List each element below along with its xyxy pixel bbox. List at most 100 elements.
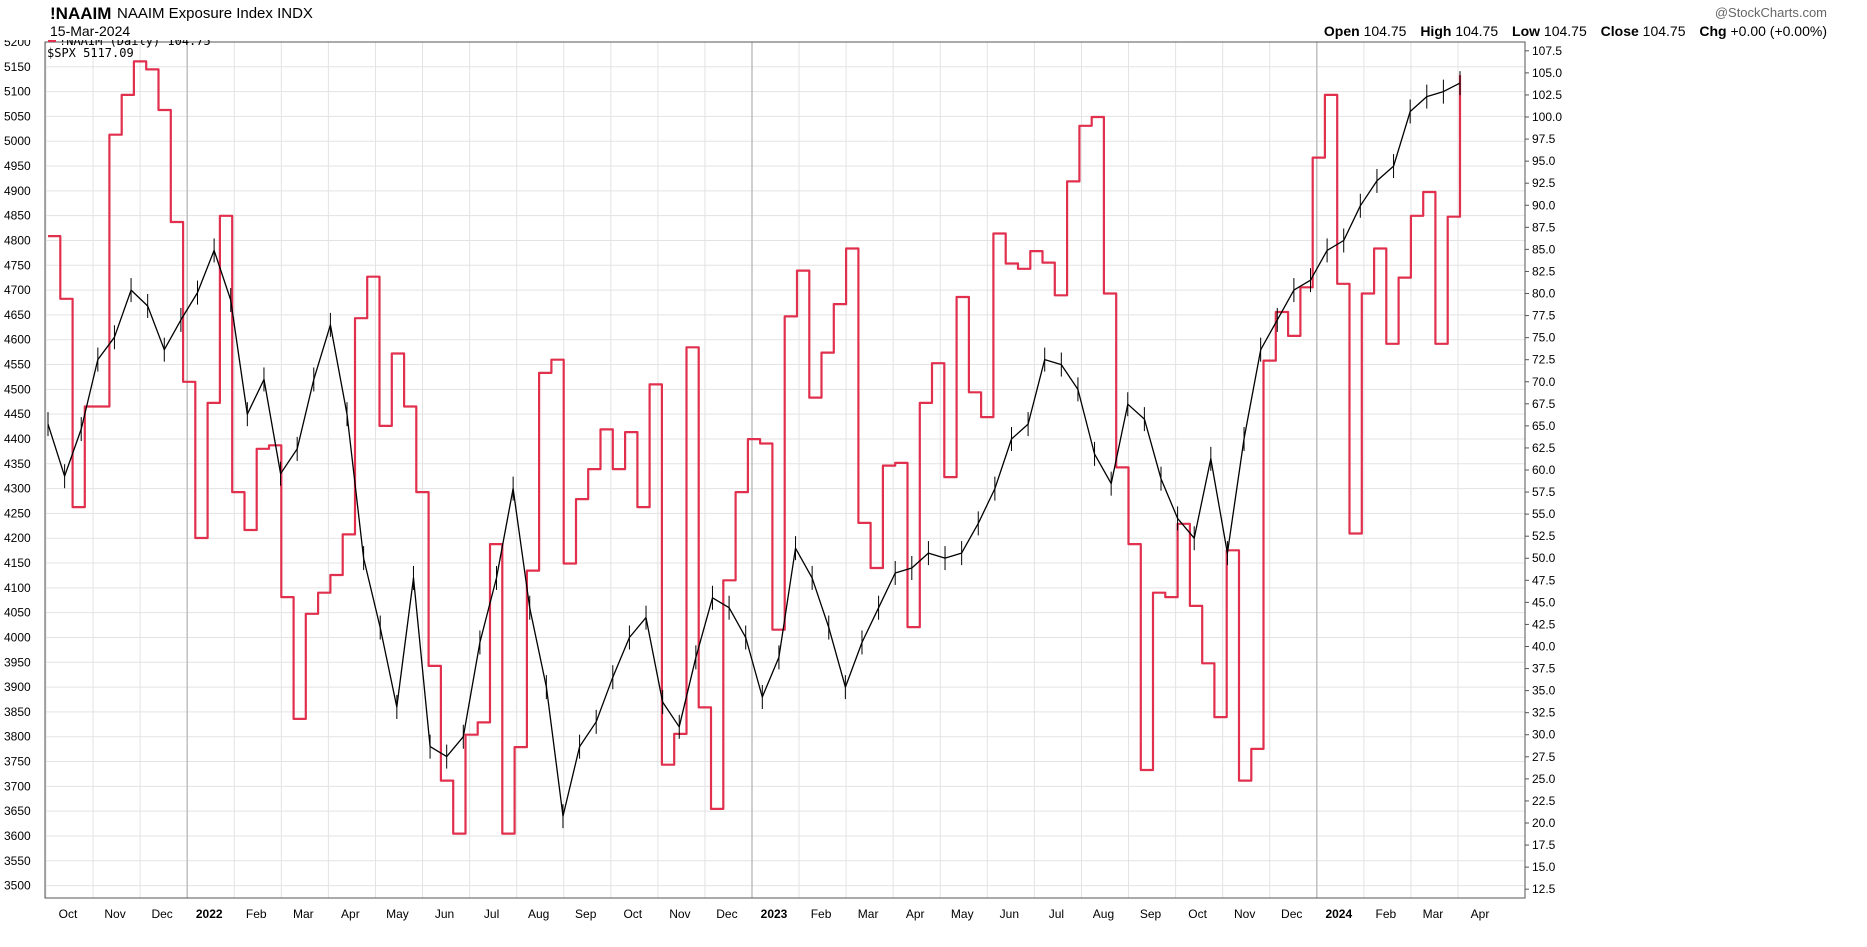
right-tick-label: 87.5: [1532, 220, 1556, 234]
left-tick-label: 4900: [4, 184, 31, 198]
left-axis: 3500 3550 3600 3650 3700 3750 3800 3850 3900 3950…: [4, 40, 31, 893]
x-tick-label: 2024: [1325, 907, 1352, 921]
left-tick-label: 4550: [4, 358, 31, 372]
left-tick-label: 4450: [4, 407, 31, 421]
x-tick-label: Jun: [1000, 907, 1019, 921]
x-tick-label: Sep: [1140, 907, 1162, 921]
right-tick-label: 102.5: [1532, 88, 1562, 102]
ticker-symbol: !NAAIM: [50, 4, 112, 23]
x-tick-label: Oct: [59, 907, 78, 921]
left-tick-label: 4800: [4, 233, 31, 247]
left-tick-label: 5000: [4, 134, 31, 148]
right-tick-label: 82.5: [1532, 264, 1556, 278]
left-tick-label: 5200: [4, 40, 31, 49]
x-tick-label: Dec: [716, 907, 737, 921]
left-tick-label: 4500: [4, 382, 31, 396]
right-tick-label: 15.0: [1532, 860, 1556, 874]
left-tick-label: 4700: [4, 283, 31, 297]
right-tick-label: 42.5: [1532, 617, 1556, 631]
chart-date: 15-Mar-2024: [50, 23, 131, 39]
chg-value: +0.00 (+0.00%): [1730, 23, 1827, 39]
left-tick-label: 4950: [4, 159, 31, 173]
right-tick-label: 20.0: [1532, 816, 1556, 830]
x-tick-label: Feb: [246, 907, 267, 921]
x-tick-label: May: [386, 907, 409, 921]
x-tick-label: Mar: [293, 907, 314, 921]
x-tick-label: Dec: [1281, 907, 1302, 921]
left-tick-label: 4300: [4, 482, 31, 496]
x-tick-label: Apr: [1471, 907, 1490, 921]
x-tick-label: Aug: [528, 907, 549, 921]
right-tick-label: 35.0: [1532, 684, 1556, 698]
left-tick-label: 3850: [4, 705, 31, 719]
right-tick-label: 97.5: [1532, 132, 1556, 146]
x-tick-label: Oct: [623, 907, 642, 921]
right-tick-label: 52.5: [1532, 529, 1556, 543]
right-tick-label: 92.5: [1532, 176, 1556, 190]
right-tick-label: 27.5: [1532, 750, 1556, 764]
right-tick-label: 100.0: [1532, 110, 1562, 124]
left-tick-label: 4850: [4, 209, 31, 223]
left-tick-label: 4150: [4, 556, 31, 570]
brand-watermark: @StockCharts.com: [1714, 5, 1827, 20]
x-tick-label: Mar: [1423, 907, 1444, 921]
right-tick-label: 55.0: [1532, 507, 1556, 521]
series-line-naaim: [48, 60, 1462, 835]
right-tick-label: 62.5: [1532, 441, 1556, 455]
right-tick-label: 50.0: [1532, 551, 1556, 565]
x-tick-label: Mar: [858, 907, 879, 921]
x-tick-label: Nov: [104, 907, 125, 921]
high-label: High: [1420, 23, 1452, 39]
x-tick-label: Oct: [1188, 907, 1207, 921]
chart-header: !NAAIM NAAIM Exposure Index INDX 15-Mar-…: [0, 0, 1867, 42]
left-tick-label: 4750: [4, 258, 31, 272]
close-label: Close: [1600, 23, 1639, 39]
right-tick-label: 70.0: [1532, 375, 1556, 389]
right-tick-label: 17.5: [1532, 838, 1556, 852]
close-value: 104.75: [1642, 23, 1686, 39]
right-tick-label: 60.0: [1532, 463, 1556, 477]
left-tick-label: 4200: [4, 531, 31, 545]
left-tick-label: 3650: [4, 804, 31, 818]
right-axis: 12.5 15.0 17.5 20.0 22.5 25.0 27.5 30.0 32.5 35.0…: [1525, 44, 1562, 896]
chg-label: Chg: [1699, 23, 1727, 39]
right-tick-label: 80.0: [1532, 287, 1556, 301]
x-axis: Oct Nov Dec 2022 Feb Mar Apr May Jun Jul Aug Sep Oct…: [59, 907, 1490, 921]
x-tick-label: Nov: [1234, 907, 1255, 921]
x-tick-label: Jun: [435, 907, 454, 921]
left-tick-label: 5150: [4, 60, 31, 74]
x-tick-label: Apr: [906, 907, 925, 921]
left-tick-label: 4350: [4, 457, 31, 471]
left-tick-label: 3950: [4, 655, 31, 669]
legend-spx: $SPX 5117.09: [47, 46, 134, 60]
series-line-spx: [47, 82, 1461, 817]
x-tick-label: Nov: [669, 907, 690, 921]
left-tick-label: 4600: [4, 333, 31, 347]
x-tick-label: 2023: [761, 907, 788, 921]
right-tick-label: 72.5: [1532, 353, 1556, 367]
price-chart: 3500 3550 3600 3650 3700 3750 3800 3850 3900 3950…: [4, 40, 1562, 921]
left-tick-label: 3500: [4, 879, 31, 893]
open-value: 104.75: [1363, 23, 1407, 39]
series-layer: [47, 60, 1462, 835]
ohlc-readout: Open 104.75 High 104.75 Low 104.75 Close…: [1314, 23, 1827, 39]
right-tick-label: 37.5: [1532, 662, 1556, 676]
left-tick-label: 4650: [4, 308, 31, 322]
right-tick-label: 57.5: [1532, 485, 1556, 499]
right-tick-label: 67.5: [1532, 397, 1556, 411]
x-tick-label: Jul: [1049, 907, 1064, 921]
x-tick-label: Jul: [484, 907, 499, 921]
x-tick-label: May: [951, 907, 974, 921]
x-tick-label: 2022: [196, 907, 223, 921]
right-tick-label: 25.0: [1532, 772, 1556, 786]
right-tick-label: 32.5: [1532, 706, 1556, 720]
left-tick-label: 4050: [4, 606, 31, 620]
left-tick-label: 4400: [4, 432, 31, 446]
right-tick-label: 47.5: [1532, 573, 1556, 587]
right-tick-label: 75.0: [1532, 331, 1556, 345]
left-tick-label: 3600: [4, 829, 31, 843]
right-tick-label: 107.5: [1532, 44, 1562, 58]
right-tick-label: 22.5: [1532, 794, 1556, 808]
x-tick-label: Feb: [1376, 907, 1397, 921]
x-tick-label: Feb: [811, 907, 832, 921]
